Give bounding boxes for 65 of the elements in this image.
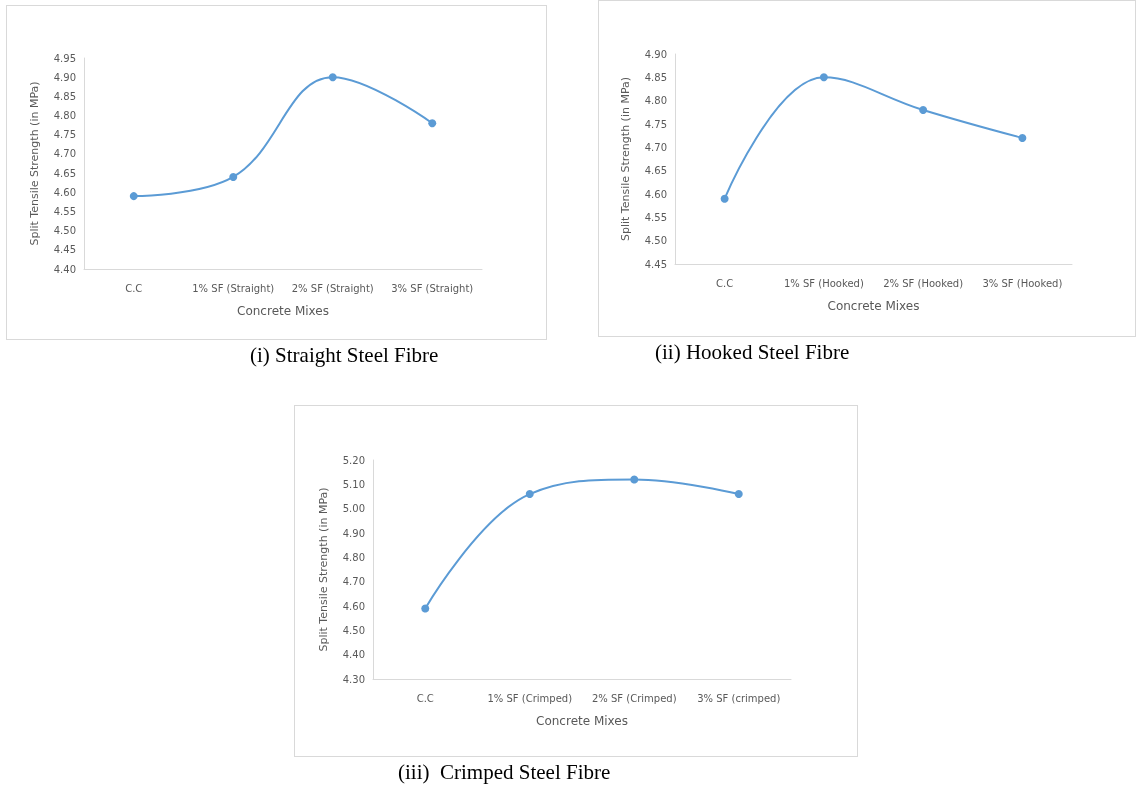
- point: [328, 73, 337, 82]
- x-tick-label: 3% SF (Straight): [391, 282, 474, 294]
- point: [819, 73, 828, 82]
- y-tick-label: 4.55: [53, 205, 76, 217]
- x-tick-label: C.C: [125, 282, 143, 294]
- point: [720, 194, 729, 203]
- y-tick-label: 5.00: [342, 503, 365, 515]
- point: [919, 106, 928, 114]
- x-tick-label: 2% SF (Crimped): [591, 692, 677, 704]
- y-axis-title: Split Tensile Strength (in MPa): [317, 487, 330, 652]
- y-tick-label: 4.45: [644, 258, 667, 270]
- y-tick-label: 4.50: [644, 235, 667, 247]
- y-tick-label: 4.90: [53, 71, 76, 83]
- x-tick-label: C.C: [716, 277, 734, 289]
- y-tick-label: 4.90: [644, 48, 667, 60]
- y-tick-label: 4.85: [644, 71, 667, 83]
- y-tick-label: 4.50: [342, 624, 365, 636]
- y-tick-label: 4.45: [53, 244, 76, 256]
- y-tick-label: 4.40: [53, 263, 76, 275]
- x-tick-label: 2% SF (Straight): [291, 282, 374, 294]
- point: [1018, 134, 1027, 142]
- y-tick-label: 5.10: [342, 478, 365, 490]
- y-tick-label: 4.95: [53, 52, 76, 64]
- point: [525, 490, 534, 499]
- y-tick-label: 4.55: [644, 211, 667, 223]
- text: (i) Straight Steel Fibre: [250, 343, 439, 368]
- x-tick-label: 1% SF (Straight): [192, 282, 275, 294]
- y-tick-label: 4.90: [342, 527, 365, 539]
- y-tick-label: 4.75: [53, 129, 76, 141]
- text: (ii) Hooked Steel Fibre: [655, 340, 850, 365]
- y-axis-title: Split Tensile Strength (in MPa): [28, 81, 41, 246]
- x-tick-label: 1% SF (Crimped): [487, 692, 573, 704]
- x-tick-label: 2% SF (Hooked): [883, 277, 964, 289]
- point: [421, 604, 430, 613]
- y-tick-label: 4.40: [342, 649, 365, 661]
- x-tick-label: C.C: [416, 692, 434, 704]
- y-tick-label: 4.80: [342, 551, 365, 563]
- y-axis-title: Split Tensile Strength (in MPa): [619, 76, 632, 242]
- point: [428, 119, 437, 128]
- y-tick-label: 4.70: [342, 576, 365, 588]
- x-axis-title: Concrete Mixes: [237, 304, 329, 318]
- y-tick-label: 4.65: [53, 167, 76, 179]
- y-tick-label: 4.70: [53, 148, 76, 160]
- y-tick-label: 4.80: [53, 110, 76, 122]
- y-tick-label: 4.50: [53, 225, 76, 237]
- point: [229, 172, 238, 181]
- x-tick-label: 3% SF (Hooked): [982, 277, 1063, 289]
- x-axis-title: Concrete Mixes: [827, 299, 920, 313]
- point: [734, 490, 743, 499]
- point: [630, 475, 639, 484]
- y-tick-label: 4.85: [53, 90, 76, 102]
- y-tick-label: 4.60: [342, 600, 365, 612]
- y-tick-label: 4.75: [644, 118, 667, 130]
- x-tick-label: 1% SF (Hooked): [783, 277, 864, 289]
- x-axis-title: Concrete Mixes: [536, 714, 628, 728]
- y-tick-label: 4.70: [644, 141, 667, 153]
- text: (iii) Crimped Steel Fibre: [398, 760, 611, 785]
- y-tick-label: 4.30: [342, 673, 365, 685]
- y-tick-label: 4.60: [53, 186, 76, 198]
- y-tick-label: 4.65: [644, 165, 667, 177]
- x-tick-label: 3% SF (crimped): [697, 692, 781, 704]
- y-tick-label: 5.20: [342, 454, 365, 466]
- point: [129, 192, 138, 201]
- y-tick-label: 4.80: [644, 95, 667, 107]
- y-tick-label: 4.60: [644, 188, 667, 200]
